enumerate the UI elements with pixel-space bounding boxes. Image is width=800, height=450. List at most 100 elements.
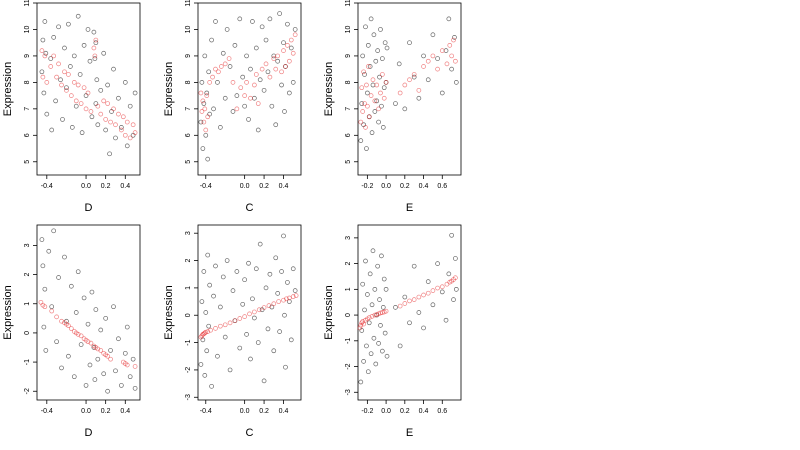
fitted-point: [81, 85, 87, 91]
fitted-point: [111, 106, 116, 112]
x-tick-label: -0.2: [361, 408, 373, 415]
x-tick-label: -0.2: [361, 183, 373, 190]
fitted-point: [62, 69, 67, 75]
fitted-point: [421, 292, 426, 298]
fitted-point: [407, 77, 412, 83]
fitted-point: [365, 64, 371, 69]
data-point: [66, 21, 71, 27]
data-point: [71, 53, 77, 59]
data-point: [89, 289, 95, 295]
y-axis-label: Expression: [323, 62, 335, 116]
fitted-point: [199, 109, 205, 114]
data-point: [66, 353, 71, 359]
fitted-point: [290, 50, 296, 56]
fitted-point: [292, 32, 298, 38]
fitted-point: [68, 93, 74, 98]
data-point: [250, 19, 255, 24]
data-point: [111, 304, 116, 310]
data-point: [416, 95, 422, 101]
data-point: [364, 343, 369, 349]
fitted-point: [205, 329, 211, 334]
data-point: [218, 125, 223, 130]
fitted-point: [261, 305, 267, 310]
fitted-point: [105, 101, 110, 106]
fitted-point: [430, 288, 436, 293]
fitted-point: [290, 294, 296, 299]
data-point: [227, 367, 233, 373]
fitted-point: [119, 127, 124, 133]
data-point: [127, 103, 133, 109]
data-point: [215, 353, 220, 359]
data-point: [253, 45, 259, 51]
fitted-point: [383, 80, 389, 85]
data-point: [54, 339, 59, 345]
data-point: [365, 369, 371, 375]
scatter-panel-1: -0.4 0.0 0.2 0.4 5 6 7 8 9 10 11 D Expression: [2, 0, 141, 214]
data-point: [202, 53, 208, 59]
data-point: [281, 40, 286, 46]
data-point: [119, 125, 124, 130]
fitted-point: [284, 296, 289, 302]
fitted-point: [253, 72, 259, 77]
fitted-point: [66, 323, 71, 328]
series-observed: [39, 228, 138, 394]
data-point: [365, 42, 371, 48]
plot-frame: [197, 2, 302, 176]
data-point: [362, 307, 367, 313]
fitted-point: [361, 321, 366, 327]
x-tick-label: 0.4: [279, 183, 289, 190]
y-axis-label: Expression: [163, 285, 175, 339]
data-point: [205, 252, 211, 258]
fitted-point: [208, 327, 213, 333]
fitted-point: [78, 101, 84, 106]
fitted-point: [42, 53, 48, 59]
data-point: [246, 117, 251, 122]
data-point: [435, 56, 440, 61]
fitted-point: [207, 80, 213, 85]
fitted-point: [40, 74, 46, 80]
fitted-point: [360, 109, 366, 114]
series-fitted: [198, 293, 299, 340]
fitted-point: [383, 308, 389, 314]
data-point: [206, 69, 212, 75]
data-point: [402, 294, 408, 300]
y-tick-label: 2: [345, 262, 352, 266]
data-point: [75, 269, 81, 275]
y-tick-label: 10: [24, 25, 31, 33]
x-tick-label: 0.4: [120, 408, 130, 415]
fitted-point: [108, 119, 113, 125]
data-point: [220, 50, 226, 56]
fitted-point: [416, 87, 422, 93]
fitted-point: [281, 297, 286, 303]
data-point: [244, 332, 249, 337]
data-point: [402, 106, 408, 112]
data-point: [51, 228, 57, 234]
fitted-point: [222, 322, 228, 328]
data-point: [91, 29, 97, 35]
data-point: [364, 146, 369, 151]
data-point: [449, 66, 454, 72]
data-point: [103, 315, 109, 321]
fitted-point: [95, 103, 101, 109]
data-point: [253, 266, 259, 272]
fitted-point: [286, 58, 292, 64]
fitted-point: [132, 130, 138, 136]
fitted-point: [411, 72, 417, 77]
fitted-point: [127, 135, 133, 141]
fitted-point: [103, 117, 109, 122]
fitted-point: [368, 93, 374, 98]
fitted-point: [232, 318, 238, 324]
data-point: [374, 98, 380, 104]
data-point: [222, 334, 228, 340]
data-point: [83, 383, 89, 388]
fitted-point: [361, 69, 366, 75]
x-tick-label: 0.2: [259, 183, 269, 190]
x-axis-label: D: [85, 427, 93, 439]
x-tick-label: 0.0: [240, 183, 250, 190]
data-point: [53, 98, 58, 104]
data-point: [369, 130, 375, 136]
data-point: [359, 101, 365, 106]
fitted-point: [293, 293, 299, 298]
data-point: [384, 353, 390, 359]
data-point: [49, 304, 55, 310]
